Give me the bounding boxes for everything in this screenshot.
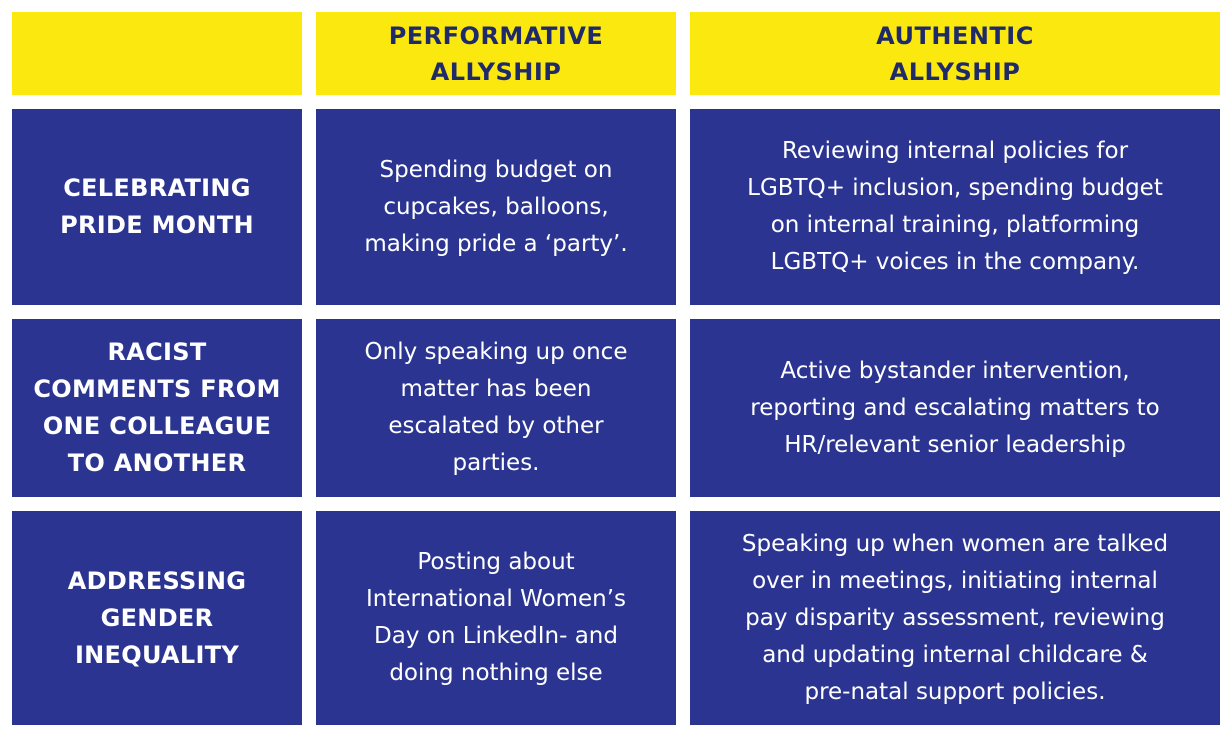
authentic-racist-comments: Active bystander intervention, reporting… xyxy=(690,319,1220,497)
header-performative-label: PERFORMATIVE ALLYSHIP xyxy=(388,21,604,86)
performative-pride-month: Spending budget on cupcakes, balloons, m… xyxy=(316,109,676,305)
performative-gender-inequality: Posting about International Women’s Day … xyxy=(316,511,676,725)
authentic-pride-month: Reviewing internal policies for LGBTQ+ i… xyxy=(690,109,1220,305)
header-blank-cell xyxy=(12,12,302,95)
row-label-pride-month: CELEBRATING PRIDE MONTH xyxy=(12,109,302,305)
performative-racist-comments: Only speaking up once matter has been es… xyxy=(316,319,676,497)
header-authentic-allyship: AUTHENTIC ALLYSHIP xyxy=(690,12,1220,95)
row-label-gender-inequality: ADDRESSING GENDER INEQUALITY xyxy=(12,511,302,725)
row-label-racist-comments: RACIST COMMENTS FROM ONE COLLEAGUE TO AN… xyxy=(12,319,302,497)
header-authentic-label: AUTHENTIC ALLYSHIP xyxy=(876,21,1034,86)
header-performative-allyship: PERFORMATIVE ALLYSHIP xyxy=(316,12,676,95)
authentic-gender-inequality: Speaking up when women are talked over i… xyxy=(690,511,1220,725)
